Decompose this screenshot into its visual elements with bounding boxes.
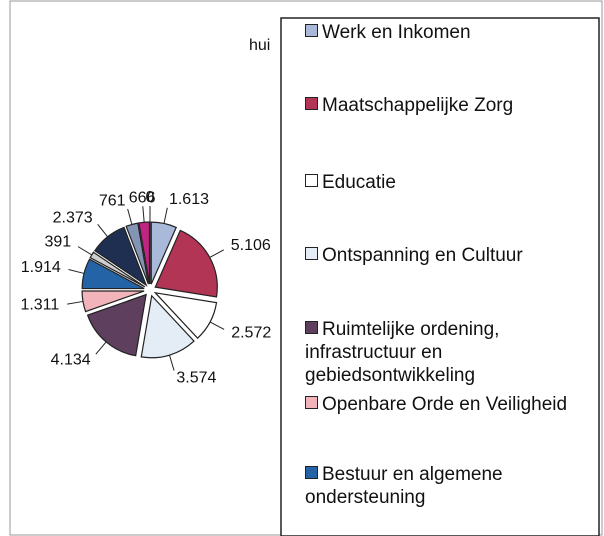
legend-entry: Maatschappelijke Zorg <box>305 94 590 117</box>
data-label: 1.914 <box>21 259 61 276</box>
data-label: 5.106 <box>231 237 271 254</box>
data-label: 761 <box>99 193 126 210</box>
leader-line <box>163 207 168 224</box>
data-label: 0 <box>146 189 155 206</box>
legend-label: Ruimtelijke ordening, infrastructuur en … <box>305 319 500 386</box>
leader-line <box>68 269 85 274</box>
leader-line <box>209 321 225 330</box>
legend-label: Ontspanning en Cultuur <box>322 245 523 266</box>
leader-line <box>77 246 93 256</box>
data-label: 4.134 <box>51 352 91 369</box>
legend-entry: Bestuur en algemene ondersteuning <box>305 463 590 509</box>
data-label: 2.373 <box>53 209 93 226</box>
leader-line <box>169 355 175 371</box>
pie-slice <box>153 291 218 340</box>
legend-swatch <box>305 466 318 479</box>
legend-swatch <box>305 97 318 110</box>
legend-swatch <box>305 321 318 334</box>
legend-swatch <box>305 24 318 37</box>
legend-box <box>280 17 600 536</box>
legend-entry: Openbare Orde en Veiligheid <box>305 393 590 416</box>
pie-slice <box>150 221 178 285</box>
pie-slice <box>81 258 145 290</box>
data-label: 3.574 <box>176 369 216 386</box>
legend-entry: Ontspanning en Cultuur <box>305 244 590 267</box>
pie-slice <box>86 293 147 357</box>
legend-label: Educatie <box>322 172 396 193</box>
leader-line <box>67 300 84 305</box>
pie-slice <box>140 294 195 359</box>
pie-slice <box>154 229 218 298</box>
data-label: 2.572 <box>231 324 271 341</box>
data-label: 666 <box>129 190 156 207</box>
legend-entry: Educatie <box>305 171 590 194</box>
pie-slice <box>94 226 148 287</box>
legend-swatch <box>305 174 318 187</box>
data-label: 1.311 <box>20 297 59 314</box>
pie-slice <box>81 290 145 313</box>
data-label: 391 <box>45 234 72 251</box>
legend-label: Bestuur en algemene ondersteuning <box>305 464 503 508</box>
legend-entry: Ruimtelijke ordening, infrastructuur en … <box>305 318 590 387</box>
leader-line <box>97 223 109 238</box>
leader-line <box>142 206 145 223</box>
legend-entry: Werk en Inkomen <box>305 21 590 44</box>
legend-swatch <box>305 247 318 260</box>
data-label: 1.613 <box>169 191 209 208</box>
leader-line <box>209 249 225 258</box>
legend-swatch <box>305 396 318 409</box>
legend-label: Openbare Orde en Veiligheid <box>322 394 568 415</box>
legend-label: Werk en Inkomen <box>322 22 471 43</box>
leader-line <box>127 208 133 225</box>
leader-line <box>95 341 107 355</box>
legend-label: Maatschappelijke Zorg <box>322 95 514 116</box>
chart-title: hui <box>249 37 270 54</box>
